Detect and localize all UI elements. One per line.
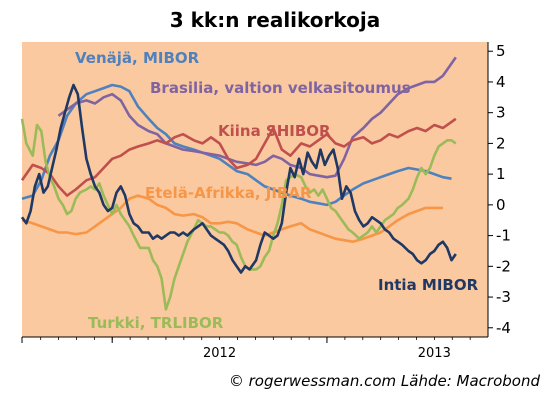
chart-title: 3 kk:n realikorkoja [170,8,381,32]
y-tick-label: -2 [496,257,511,275]
series-label-3: Kiina SHIBOR [218,122,331,140]
y-tick-label: -3 [496,288,511,306]
axis-layer: 5 4 3 2 1 0 -1 -2 -3 -4 2012 2013 [21,42,511,361]
x-tick-label: 2013 [418,346,451,361]
series-line-5 [20,118,457,311]
footer-credit: © rogerwessman.com Lähde: Macrobond [229,372,541,390]
y-tick-label: 2 [496,134,506,152]
y-tick-label: 4 [496,73,506,91]
series-line-6 [20,83,457,274]
series-line-2 [57,56,457,179]
y-tick-label: 3 [496,104,506,122]
y-tick-label: -4 [496,319,511,337]
series-label-4: Etelä-Afrikka, JIBAR [145,184,312,202]
y-tick-label: 5 [496,42,506,60]
series-label-2: Brasilia, valtion velkasitoumus [150,79,411,97]
series-label-1: Venäjä, MIBOR [75,49,200,67]
plot-area [22,42,488,337]
series-label-6: Intia MIBOR [378,276,479,294]
series-line-1 [21,83,452,207]
series-layer [20,56,457,311]
series-line-3 [20,117,457,197]
y-tick-label: 0 [496,196,506,214]
y-tick-label: 1 [496,165,506,183]
y-tick-label: -1 [496,227,511,245]
x-tick-label: 2012 [203,346,236,361]
series-label-5: Turkki, TRLIBOR [88,314,224,332]
series-labels: Venäjä, MIBOR Brasilia, valtion velkasito… [75,49,479,332]
series-line-4 [21,194,443,243]
